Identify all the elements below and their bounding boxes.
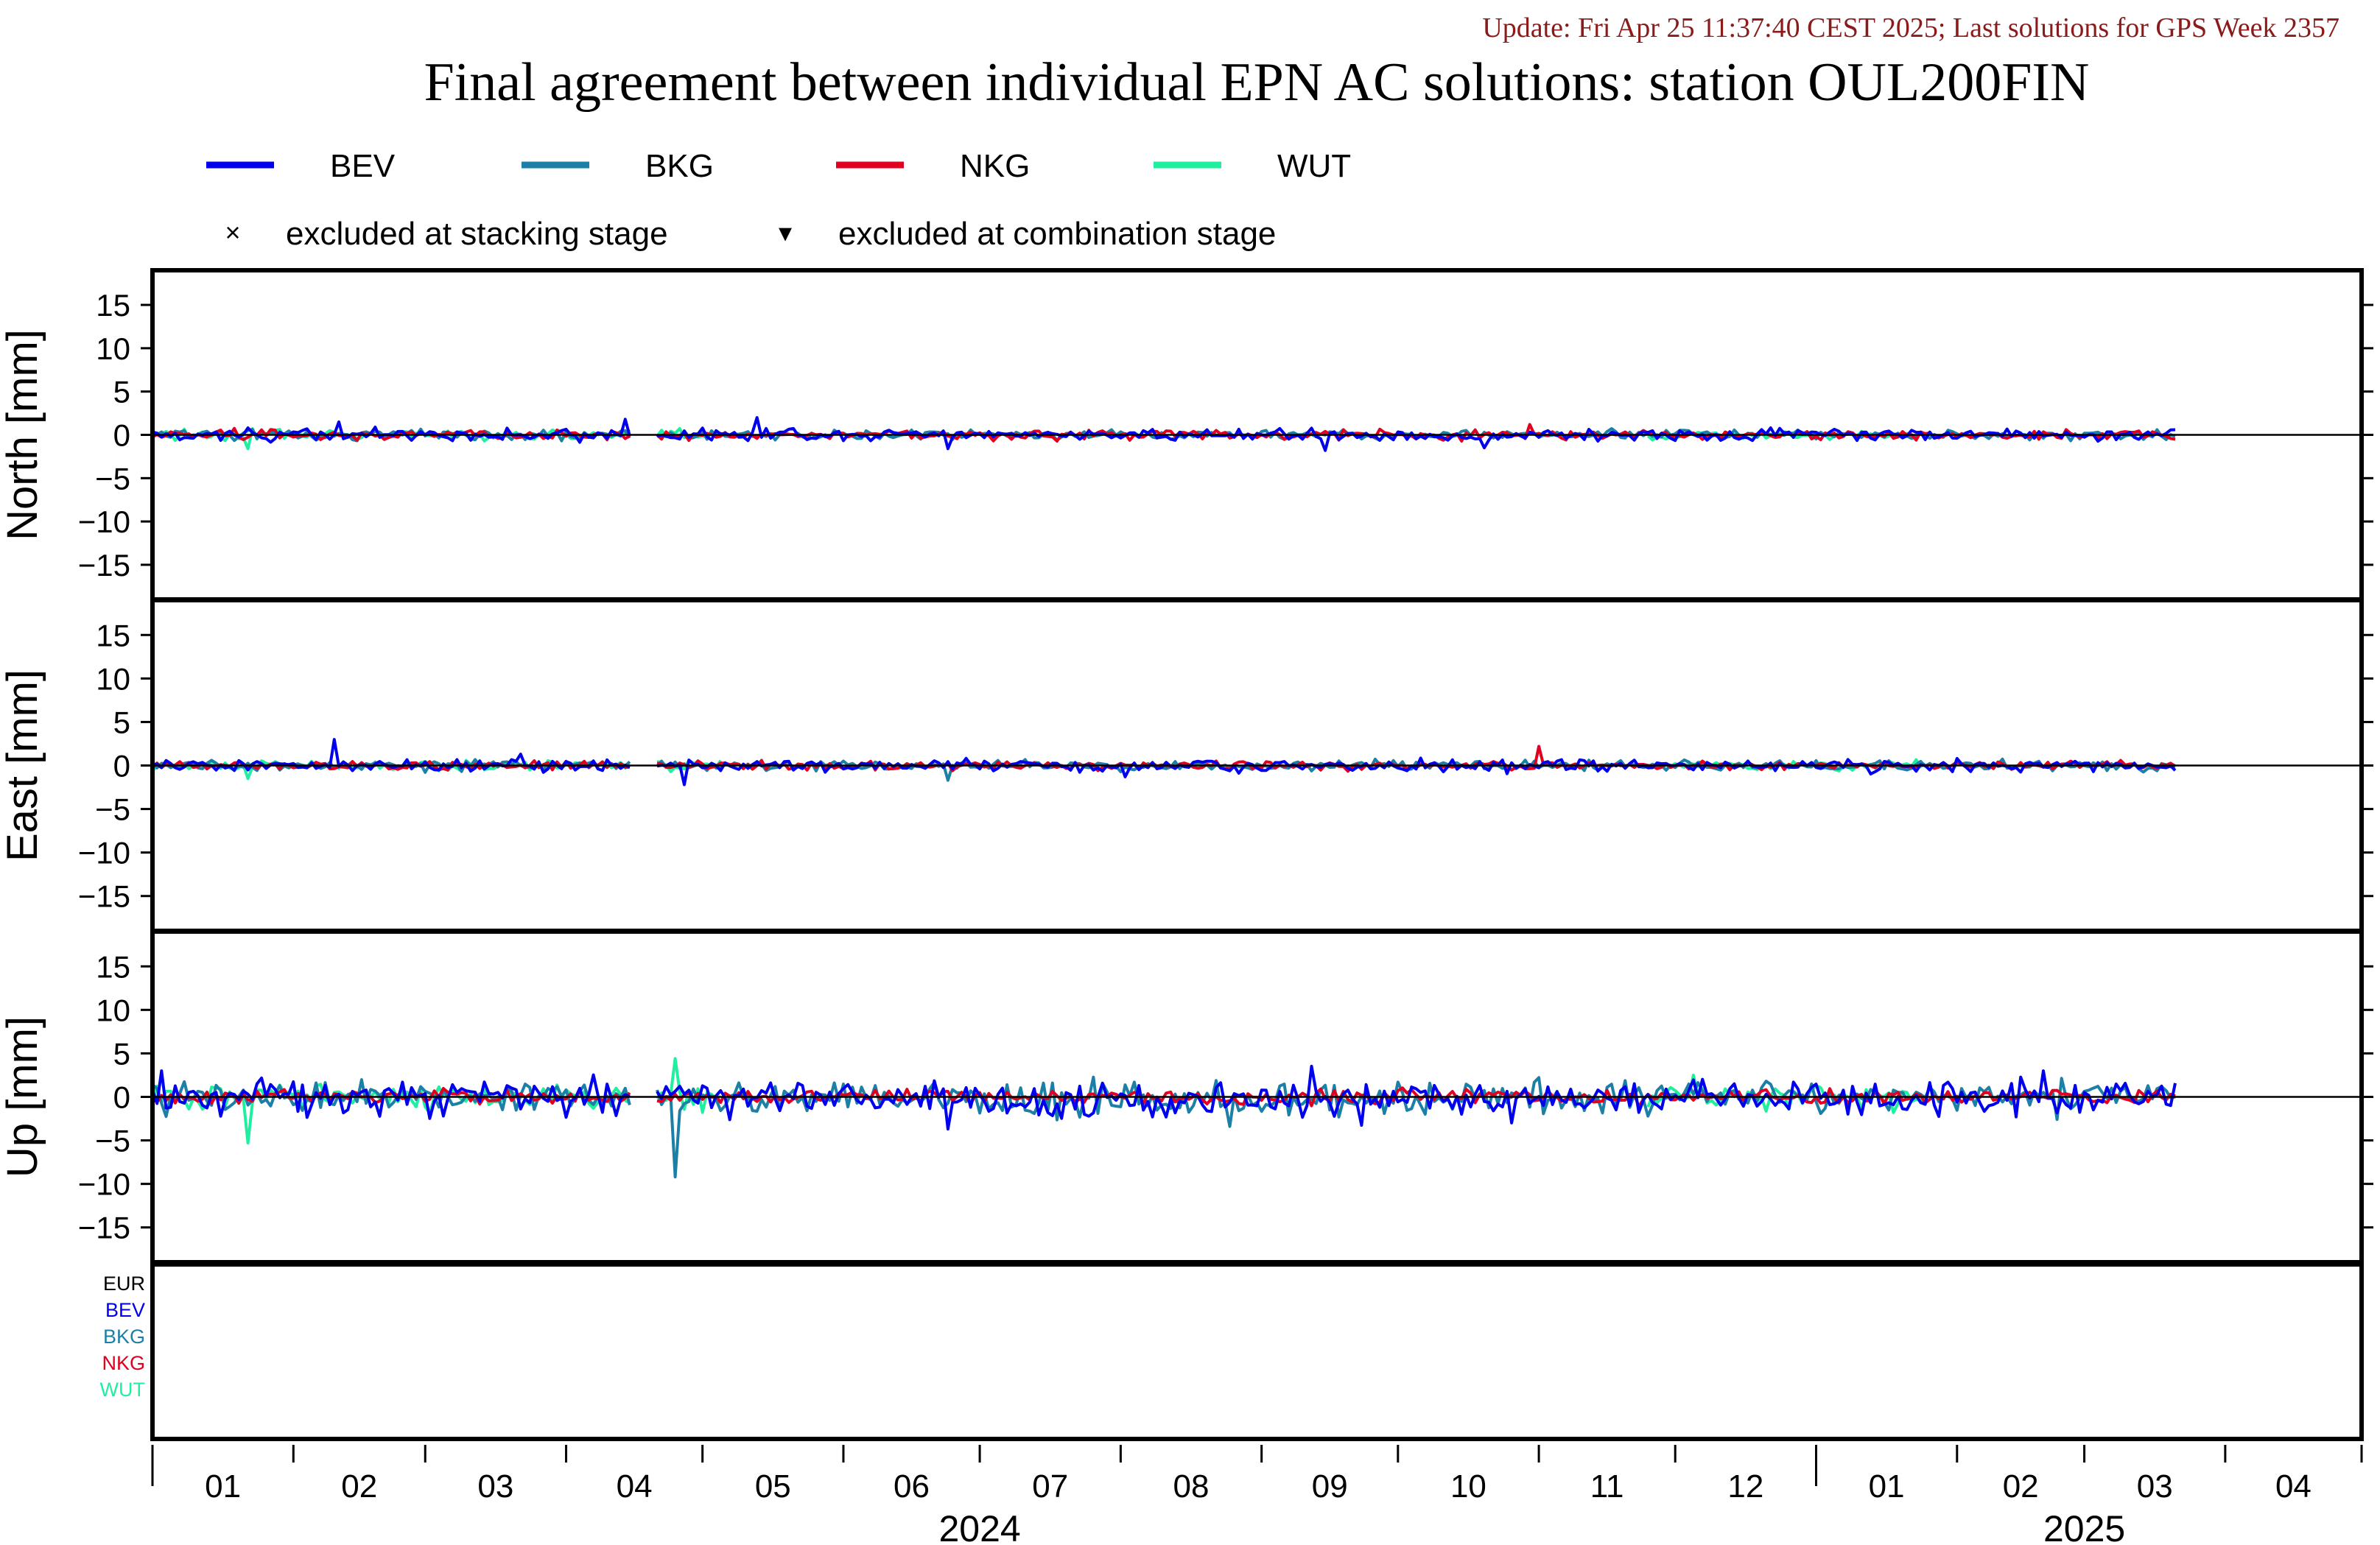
update-timestamp: Update: Fri Apr 25 11:37:40 CEST 2025; L… xyxy=(1482,13,2339,43)
ytick-label: −15 xyxy=(78,879,130,914)
series-line-bev-up xyxy=(151,1064,2177,1131)
year-label-2025: 2025 xyxy=(2043,1508,2125,1545)
legend-label-bev: BEV xyxy=(330,148,396,184)
ytick-label: −10 xyxy=(78,836,130,870)
bottom-panel-frame xyxy=(150,1262,2364,1441)
ytick-label: −10 xyxy=(78,1167,130,1202)
ytick-label: −10 xyxy=(78,504,130,539)
bottom-label-bkg: BKG xyxy=(103,1326,145,1348)
month-label: 07 xyxy=(1032,1468,1068,1504)
month-label: 01 xyxy=(1869,1468,1905,1504)
ytick-label: 5 xyxy=(113,705,130,739)
ytick-label: 15 xyxy=(96,618,130,652)
ytick-label: 10 xyxy=(96,331,130,366)
chart-title: Final agreement between individual EPN A… xyxy=(424,52,2090,113)
marker-legend: × excluded at stacking stage ▾ excluded at … xyxy=(225,216,1276,252)
marker-symbol-0: × xyxy=(225,217,240,247)
month-label: 03 xyxy=(477,1468,513,1504)
month-label: 05 xyxy=(755,1468,791,1504)
ylabel-north: North [mm] xyxy=(0,329,46,541)
marker-label-0: excluded at stacking stage xyxy=(286,216,668,252)
ytick-label: 5 xyxy=(113,375,130,409)
ytick-label: 10 xyxy=(96,661,130,696)
series-line-bev-east xyxy=(152,738,2177,786)
legend: BEV BKG NKG WUT xyxy=(206,148,1351,184)
month-label: 12 xyxy=(1727,1468,1763,1504)
ytick-label: −15 xyxy=(78,1211,130,1245)
ytick-label: 0 xyxy=(113,418,130,453)
month-label: 08 xyxy=(1173,1468,1210,1504)
ylabel-east: East [mm] xyxy=(0,669,46,862)
ytick-label: 0 xyxy=(113,749,130,784)
year-label-2024: 2024 xyxy=(938,1508,1020,1545)
bottom-label-nkg: NKG xyxy=(102,1352,145,1374)
month-label: 04 xyxy=(2275,1468,2311,1504)
bottom-panel: EUR BEV BKG NKG WUT xyxy=(100,1262,2364,1441)
panel-east: East [mm] 15 10 5 0 −5 −10 −15 xyxy=(0,598,2373,933)
legend-label-nkg: NKG xyxy=(960,148,1030,184)
month-label: 06 xyxy=(894,1468,930,1504)
bottom-label-eur: EUR xyxy=(103,1273,145,1295)
bottom-label-wut: WUT xyxy=(100,1379,145,1401)
ytick-label: 0 xyxy=(113,1080,130,1115)
ytick-label: −15 xyxy=(78,548,130,583)
bottom-panel-labels: EUR BEV BKG NKG WUT xyxy=(100,1273,145,1401)
panel-north: North [mm] 15 10 5 0 −5 −10 −15 xyxy=(0,268,2373,602)
panels: North [mm] 15 10 5 0 −5 −10 −15 East [mm] 15 10 5 0 −… xyxy=(0,268,2373,1264)
ytick-label: 15 xyxy=(96,288,130,323)
month-label: 10 xyxy=(1450,1468,1486,1504)
time-axis: 01 02 03 04 05 06 07 08 09 10 11 12 01 02 03 04 2024 2025 xyxy=(151,1445,2363,1545)
legend-label-bkg: BKG xyxy=(645,148,714,184)
month-label: 01 xyxy=(205,1468,241,1504)
ytick-label: 10 xyxy=(96,993,130,1027)
ytick-label: 5 xyxy=(113,1036,130,1071)
ytick-label: −5 xyxy=(95,461,130,496)
month-label: 09 xyxy=(1312,1468,1348,1504)
month-label: 11 xyxy=(1590,1468,1624,1504)
month-label: 03 xyxy=(2137,1468,2173,1504)
month-label: 04 xyxy=(617,1468,653,1504)
ytick-label: −5 xyxy=(95,1124,130,1158)
ylabel-up: Up [mm] xyxy=(0,1016,46,1178)
marker-symbol-1: ▾ xyxy=(779,217,792,247)
ytick-label: 15 xyxy=(96,949,130,984)
bottom-label-bev: BEV xyxy=(105,1299,145,1321)
ytick-label: −5 xyxy=(95,792,130,827)
panel-up: Up [mm] 15 10 5 0 −5 −10 −15 xyxy=(0,929,2373,1264)
legend-label-wut: WUT xyxy=(1277,148,1351,184)
month-label: 02 xyxy=(341,1468,377,1504)
marker-label-1: excluded at combination stage xyxy=(838,216,1276,252)
month-label: 02 xyxy=(2003,1468,2039,1504)
